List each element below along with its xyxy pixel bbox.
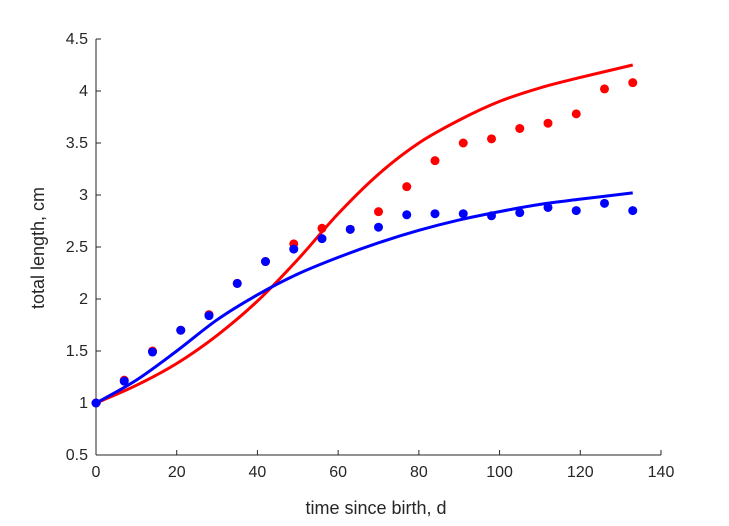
red-data-point (487, 134, 496, 144)
red-data-point (430, 156, 440, 166)
blue-data-point (487, 211, 496, 221)
blue-data-point (628, 206, 638, 216)
y-tick-label: 2.5 (66, 239, 88, 256)
red-data-point (458, 138, 468, 148)
red-data-point (543, 118, 553, 128)
red-data-point (515, 123, 525, 133)
x-axis-label: time since birth, d (305, 498, 446, 518)
red-data-point (374, 207, 383, 217)
red-data-point (402, 182, 412, 192)
data-points (91, 78, 638, 408)
x-tick-label: 140 (648, 464, 675, 481)
x-tick-label: 80 (410, 464, 428, 481)
blue-data-point (232, 278, 242, 288)
x-tick-label: 100 (486, 464, 513, 481)
blue-data-point (374, 222, 383, 232)
blue-data-point (148, 347, 157, 357)
y-tick-label: 4 (79, 83, 88, 100)
red-data-point (600, 84, 609, 94)
y-axis-label: total length, cm (28, 187, 48, 309)
blue-data-point (261, 257, 270, 267)
blue-data-point (345, 224, 355, 234)
blue-data-point (91, 398, 101, 408)
blue-data-point (571, 206, 581, 216)
y-tick-label: 2 (79, 291, 88, 308)
y-tick-label: 1 (79, 395, 88, 412)
blue-data-point (458, 209, 468, 219)
blue-data-point (119, 376, 129, 386)
blue-data-point (402, 210, 412, 220)
blue-data-point (204, 311, 214, 321)
blue-data-point (430, 209, 440, 219)
red-data-point (571, 109, 581, 119)
red-data-point (628, 78, 638, 88)
y-tick-label: 0.5 (66, 447, 88, 464)
blue-data-point (176, 325, 186, 335)
y-tick-label: 1.5 (66, 343, 88, 360)
x-tick-label: 120 (567, 464, 594, 481)
blue-data-point (600, 198, 609, 208)
blue-data-point (543, 202, 553, 212)
blue-data-point (515, 208, 525, 218)
y-tick-label: 3.5 (66, 135, 88, 152)
y-tick-label: 3 (79, 187, 88, 204)
fit-lines (95, 63, 634, 405)
x-tick-label: 20 (168, 464, 186, 481)
y-tick-label: 4.5 (66, 31, 88, 48)
blue-fit-line (95, 191, 633, 405)
x-tick-label: 60 (329, 464, 347, 481)
blue-data-point (317, 234, 327, 244)
blue-data-point (289, 244, 299, 254)
x-tick-label: 40 (249, 464, 267, 481)
red-fit-line (95, 63, 634, 405)
x-tick-label: 0 (92, 464, 101, 481)
red-data-point (317, 223, 327, 233)
axes: 0 20 40 60 80 100 120 140 0.5 1 1.5 2 2.5 3 3.5 4 4.5 (66, 31, 675, 481)
